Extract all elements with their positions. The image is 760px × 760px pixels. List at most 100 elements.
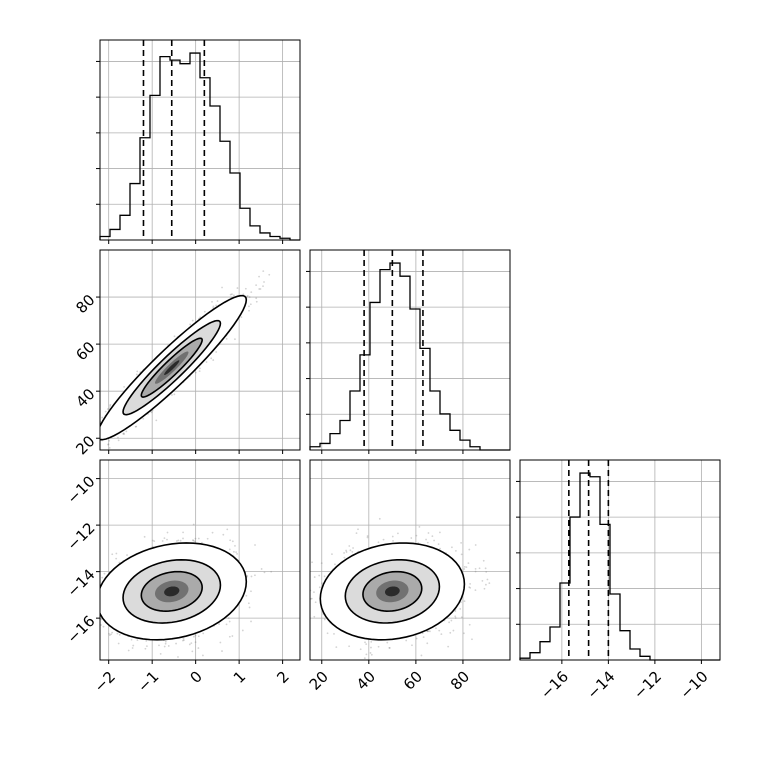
sample-point xyxy=(250,291,253,294)
sample-point xyxy=(192,523,195,526)
sample-point xyxy=(228,620,231,623)
sample-point xyxy=(95,561,97,563)
sample-point xyxy=(258,275,260,278)
sample-point xyxy=(262,285,264,288)
sample-point xyxy=(136,370,139,373)
sample-point xyxy=(117,642,120,645)
sample-point xyxy=(177,656,179,658)
sample-point xyxy=(206,537,209,540)
sample-point xyxy=(250,620,252,623)
sample-point xyxy=(240,316,243,319)
sample-point xyxy=(93,427,95,429)
sample-point xyxy=(210,357,213,360)
sample-point xyxy=(197,537,200,540)
sample-point xyxy=(215,351,218,353)
sample-point xyxy=(155,419,158,422)
hist-grid-1 xyxy=(310,250,510,450)
sample-point xyxy=(82,596,84,598)
sample-point xyxy=(122,432,125,435)
sample-point xyxy=(167,645,170,647)
sample-point xyxy=(73,477,75,479)
contour-line xyxy=(140,337,203,398)
sample-point xyxy=(115,557,118,560)
sample-point xyxy=(118,561,121,564)
sample-point xyxy=(135,373,138,376)
sample-point xyxy=(153,540,156,543)
sample-point xyxy=(222,533,225,536)
sample-point xyxy=(173,393,176,396)
sample-point xyxy=(125,430,128,433)
sample-point xyxy=(90,598,92,600)
sample-point xyxy=(231,635,234,637)
sample-point xyxy=(134,425,137,428)
sample-point xyxy=(79,468,81,470)
sample-point xyxy=(249,303,252,306)
sample-point xyxy=(245,594,248,597)
histogram-step xyxy=(519,472,720,661)
sample-point xyxy=(107,443,110,446)
sample-point xyxy=(123,386,126,388)
sample-point xyxy=(250,575,253,578)
sample-point xyxy=(109,405,111,407)
sample-point xyxy=(144,647,147,650)
sample-point xyxy=(98,422,100,424)
sample-point xyxy=(194,641,197,644)
sample-point xyxy=(97,639,99,641)
sample-point xyxy=(90,607,92,609)
sample-point xyxy=(163,645,166,648)
sample-point xyxy=(100,618,103,621)
sample-point xyxy=(108,407,111,409)
sample-point xyxy=(242,293,245,296)
sample-point xyxy=(183,639,185,642)
sample-point xyxy=(194,634,197,637)
sample-point xyxy=(189,323,192,326)
sample-point xyxy=(211,531,214,534)
sample-point xyxy=(73,561,75,563)
sample-point xyxy=(150,411,153,414)
sample-point xyxy=(175,540,178,542)
sample-point xyxy=(270,570,273,573)
sample-point xyxy=(246,295,249,297)
sample-point xyxy=(229,293,232,296)
sample-point xyxy=(182,531,184,534)
sample-point xyxy=(227,617,230,620)
sample-point xyxy=(202,654,204,657)
sample-point xyxy=(161,540,164,542)
sample-point xyxy=(124,452,126,454)
sample-point xyxy=(135,425,138,428)
sample-point xyxy=(94,610,96,612)
sample-point xyxy=(263,281,265,283)
sample-point xyxy=(248,296,251,298)
sample-point xyxy=(268,273,271,276)
sample-point xyxy=(182,537,184,540)
sample-point xyxy=(159,652,162,655)
sample-point xyxy=(192,539,194,542)
sample-point xyxy=(212,305,215,308)
sample-point xyxy=(234,338,236,341)
sample-point xyxy=(191,319,194,322)
sample-point xyxy=(233,550,235,553)
sample-point xyxy=(218,623,221,625)
sample-point xyxy=(158,644,160,647)
sample-point xyxy=(110,633,113,636)
sample-point xyxy=(205,361,208,363)
histogram-step xyxy=(309,262,510,451)
sample-point xyxy=(255,284,258,287)
sample-point xyxy=(191,650,194,653)
sample-point xyxy=(250,590,252,593)
sample-point xyxy=(93,426,95,428)
sample-point xyxy=(81,467,83,469)
sample-point xyxy=(82,606,84,608)
density-2-0 xyxy=(73,523,273,658)
sample-point xyxy=(96,606,98,608)
sample-point xyxy=(175,642,177,645)
sample-point xyxy=(102,625,105,628)
sample-point xyxy=(241,629,244,632)
sample-point xyxy=(94,436,96,438)
sample-point xyxy=(173,335,176,338)
sample-point xyxy=(179,539,182,542)
sample-point xyxy=(199,316,202,319)
sample-point xyxy=(163,537,166,540)
sample-point xyxy=(108,439,111,442)
sample-point xyxy=(115,552,118,555)
